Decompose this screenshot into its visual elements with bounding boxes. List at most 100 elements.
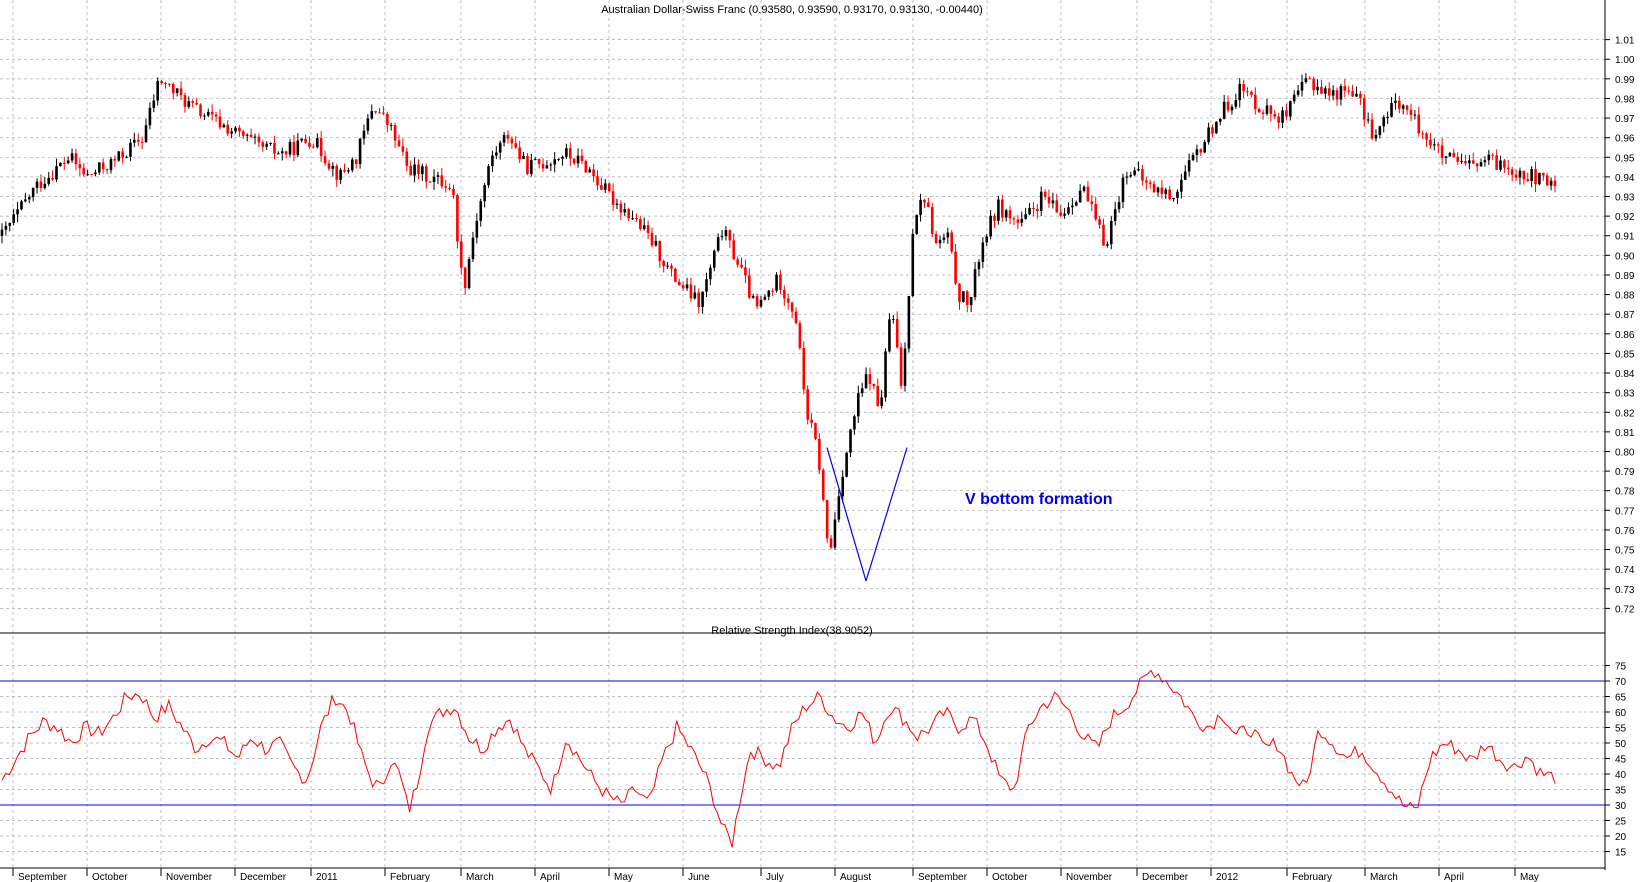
candle-body: [483, 185, 486, 202]
candle-body: [646, 225, 650, 233]
candle-body: [1257, 109, 1261, 113]
candle-body: [1001, 199, 1004, 218]
candle-body: [600, 185, 603, 190]
candle-body: [806, 389, 809, 420]
candle-body: [1296, 90, 1300, 95]
candle-body: [389, 125, 393, 127]
candle-body: [479, 201, 483, 221]
candle-body: [1195, 149, 1199, 155]
price-tick-label: 0.85: [1615, 349, 1635, 360]
candle-body: [409, 165, 412, 176]
candle-body: [432, 176, 436, 183]
price-tick-label: 0.79: [1615, 467, 1635, 478]
rsi-tick-label: 70: [1615, 677, 1627, 688]
candle-body: [1308, 78, 1312, 80]
candle-body: [592, 169, 595, 177]
candle-body: [561, 156, 564, 159]
candle-body: [510, 138, 514, 144]
candle-body: [78, 164, 82, 169]
candle-body: [4, 225, 8, 230]
rsi-tick-label: 20: [1615, 832, 1627, 843]
candle-body: [1335, 90, 1339, 100]
candle-body: [1343, 86, 1347, 91]
candle-body: [763, 296, 767, 300]
candle-body: [530, 160, 533, 174]
candle-body: [1417, 114, 1421, 134]
price-tick-label: 0.83: [1615, 389, 1635, 400]
candle-body: [1265, 105, 1269, 114]
candle-body: [1320, 86, 1323, 94]
candle-body: [1063, 213, 1066, 216]
x-tick-label: December: [1142, 872, 1189, 882]
candle-body: [245, 134, 249, 136]
rsi-tick-label: 75: [1615, 662, 1627, 673]
candle-body: [829, 538, 833, 548]
candle-body: [1359, 93, 1362, 99]
candle-body: [1448, 152, 1452, 157]
price-tick-label: 0.99: [1615, 75, 1635, 86]
candle-body: [786, 298, 790, 303]
candle-body: [631, 218, 634, 220]
candle-body: [1366, 119, 1370, 121]
candle-body: [8, 222, 12, 226]
candle-body: [70, 153, 74, 161]
candle-body: [903, 348, 907, 386]
candle-body: [1020, 218, 1024, 223]
candle-body: [261, 142, 265, 147]
candle-body: [833, 519, 837, 548]
candle-body: [354, 159, 358, 164]
candle-body: [133, 139, 136, 143]
candle-body: [950, 232, 954, 252]
price-axis: 1.01 1.00 0.99 0.98 0.97 0.96 0.95 0.94 0.93 0.92…: [1605, 36, 1635, 615]
x-tick-label: May: [1520, 872, 1539, 882]
candle-body: [1028, 207, 1031, 215]
candle-body: [1187, 160, 1191, 172]
price-tick-label: 0.76: [1615, 526, 1635, 537]
price-tick-label: 0.90: [1615, 251, 1635, 262]
candle-body: [1008, 210, 1012, 219]
candle-body: [1534, 169, 1537, 185]
rsi-tick-label: 35: [1615, 786, 1627, 797]
candle-body: [545, 165, 549, 169]
candle-body: [880, 397, 883, 407]
candle-body: [654, 241, 658, 246]
candle-body: [386, 113, 389, 126]
candle-body: [1351, 91, 1354, 97]
candle-body: [1032, 207, 1035, 210]
candle-body: [872, 383, 876, 387]
candle-body: [533, 159, 537, 161]
candle-body: [934, 234, 938, 244]
candle-body: [1039, 191, 1043, 212]
candle-body: [1148, 182, 1152, 184]
candle-body: [1398, 100, 1401, 109]
price-tick-label: 0.96: [1615, 134, 1635, 145]
candle-body: [101, 162, 105, 170]
candle-body: [1281, 110, 1284, 123]
candle-body: [701, 291, 704, 307]
candle-body: [300, 138, 304, 141]
candle-body: [62, 162, 66, 164]
candle-body: [1191, 154, 1195, 161]
candle-body: [841, 476, 845, 497]
candle-body: [642, 225, 646, 229]
candle-body: [958, 283, 961, 302]
candle-body: [1300, 81, 1304, 91]
candle-body: [463, 267, 467, 288]
candle-body: [1374, 135, 1378, 139]
candle-body: [1483, 160, 1487, 163]
candle-body: [1230, 106, 1234, 111]
candle-body: [771, 290, 774, 292]
candle-body: [358, 138, 362, 164]
price-tick-label: 0.81: [1615, 428, 1635, 439]
candle-body: [1495, 155, 1498, 170]
rsi-levels: [0, 680, 1605, 806]
candle-body: [1370, 119, 1374, 139]
candle-body: [639, 219, 642, 229]
price-tick-label: 0.72: [1615, 604, 1635, 615]
candle-body: [1055, 200, 1059, 213]
candle-body: [674, 268, 677, 282]
candle-body: [615, 203, 619, 205]
price-tick-label: 1.01: [1615, 36, 1635, 47]
candle-body: [105, 169, 109, 171]
price-tick-label: 0.97: [1615, 114, 1635, 125]
